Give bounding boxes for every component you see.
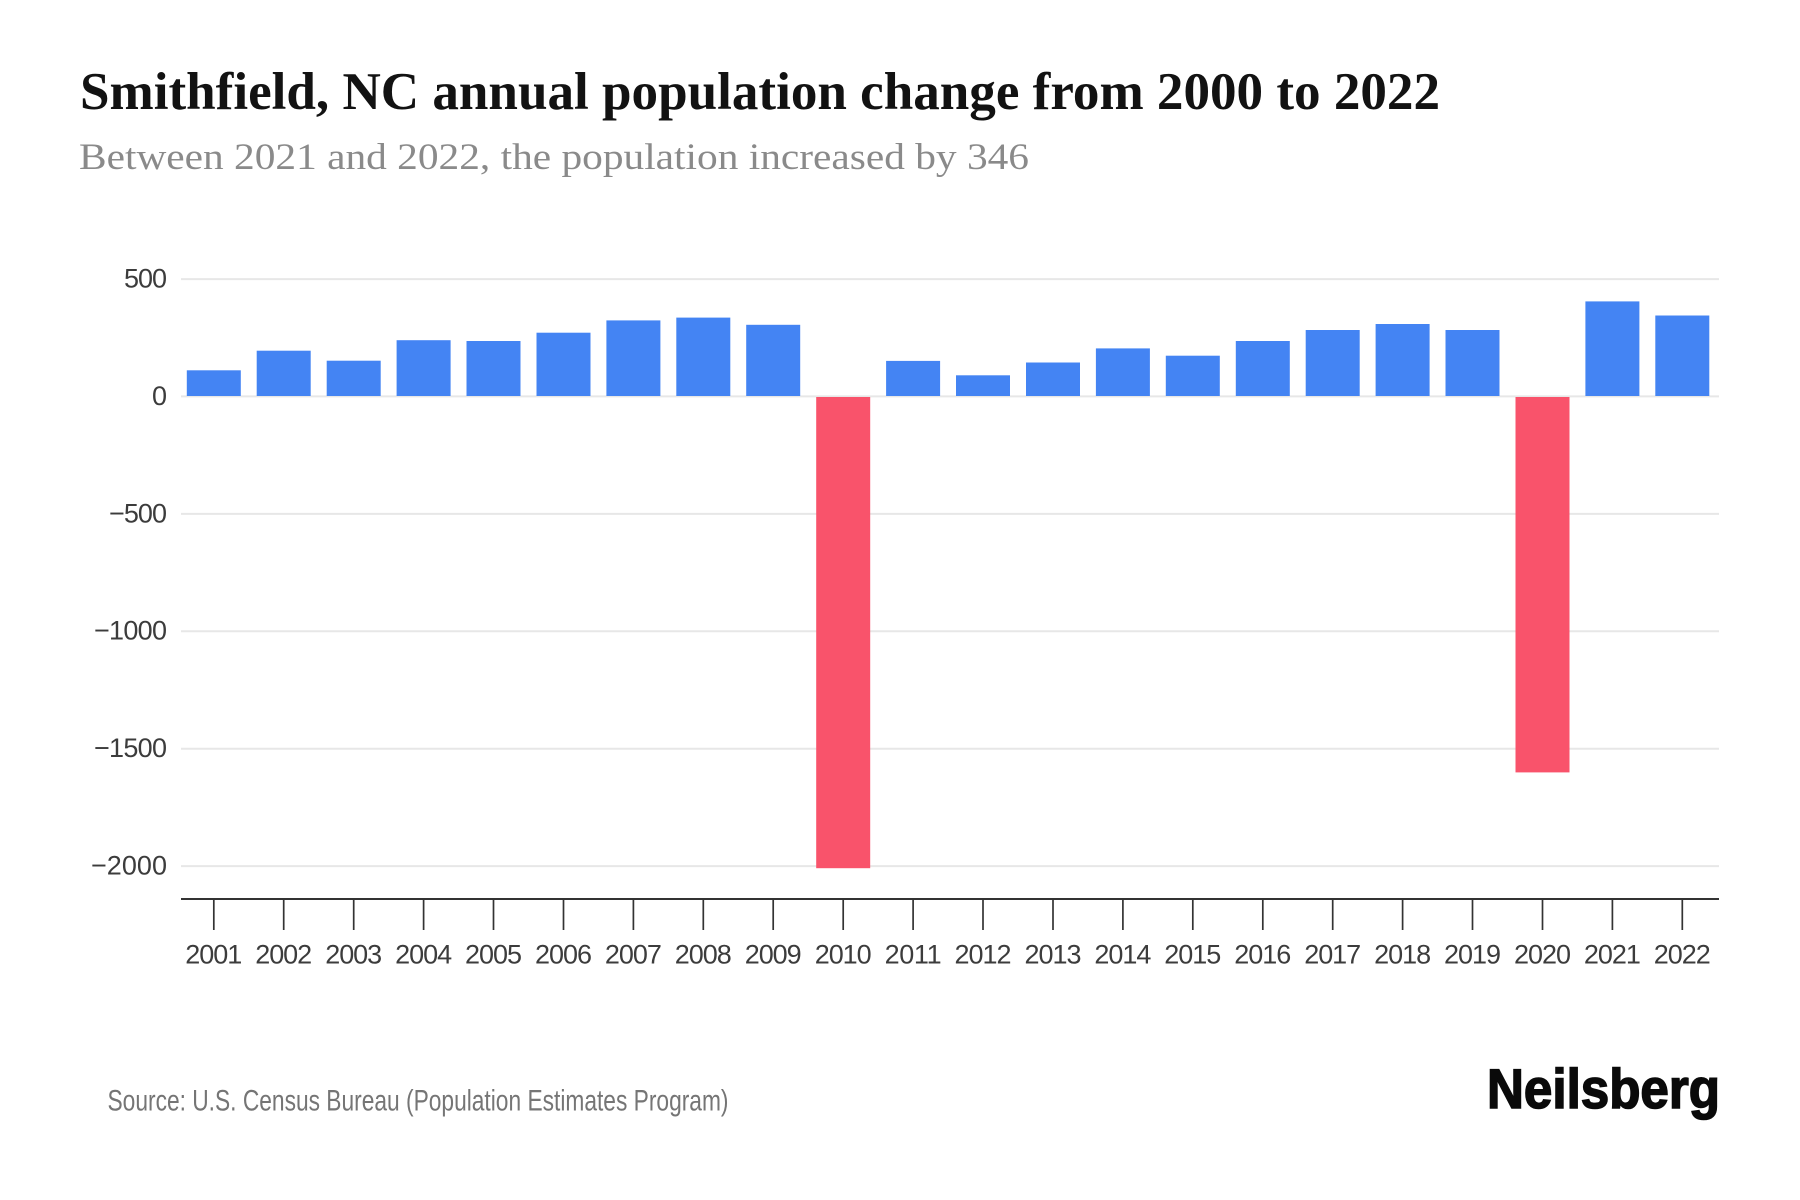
svg-text:2014: 2014 — [1094, 940, 1151, 970]
svg-text:2006: 2006 — [535, 940, 592, 970]
svg-text:2005: 2005 — [465, 940, 522, 970]
svg-text:−500: −500 — [109, 498, 167, 528]
svg-text:−2000: −2000 — [91, 851, 167, 881]
svg-text:Between 2021 and 2022, the pop: Between 2021 and 2022, the population in… — [79, 137, 1029, 178]
svg-text:2021: 2021 — [1584, 940, 1641, 970]
svg-text:500: 500 — [124, 264, 167, 294]
svg-text:Smithfield, NC annual populati: Smithfield, NC annual population change … — [80, 63, 1440, 121]
svg-text:0: 0 — [152, 381, 167, 411]
svg-text:2019: 2019 — [1444, 940, 1501, 970]
svg-text:2009: 2009 — [745, 940, 802, 970]
svg-text:−1000: −1000 — [94, 616, 167, 646]
svg-text:2004: 2004 — [395, 940, 452, 970]
svg-text:Neilsberg: Neilsberg — [1487, 1057, 1720, 1120]
svg-text:Source: U.S. Census Bureau (Po: Source: U.S. Census Bureau (Population E… — [108, 1085, 729, 1118]
svg-text:2017: 2017 — [1304, 940, 1361, 970]
svg-text:2007: 2007 — [605, 940, 662, 970]
svg-text:2001: 2001 — [185, 940, 242, 970]
svg-text:2012: 2012 — [955, 940, 1012, 970]
svg-text:2008: 2008 — [675, 940, 732, 970]
svg-text:2018: 2018 — [1374, 940, 1431, 970]
svg-text:2015: 2015 — [1164, 940, 1221, 970]
svg-text:2003: 2003 — [325, 940, 382, 970]
svg-text:−1500: −1500 — [94, 733, 167, 763]
svg-text:2002: 2002 — [255, 940, 312, 970]
svg-text:2020: 2020 — [1514, 940, 1571, 970]
svg-text:2010: 2010 — [815, 940, 872, 970]
svg-text:2016: 2016 — [1234, 940, 1291, 970]
svg-text:2011: 2011 — [885, 940, 942, 970]
svg-text:2013: 2013 — [1025, 940, 1082, 970]
svg-text:2022: 2022 — [1654, 940, 1711, 970]
